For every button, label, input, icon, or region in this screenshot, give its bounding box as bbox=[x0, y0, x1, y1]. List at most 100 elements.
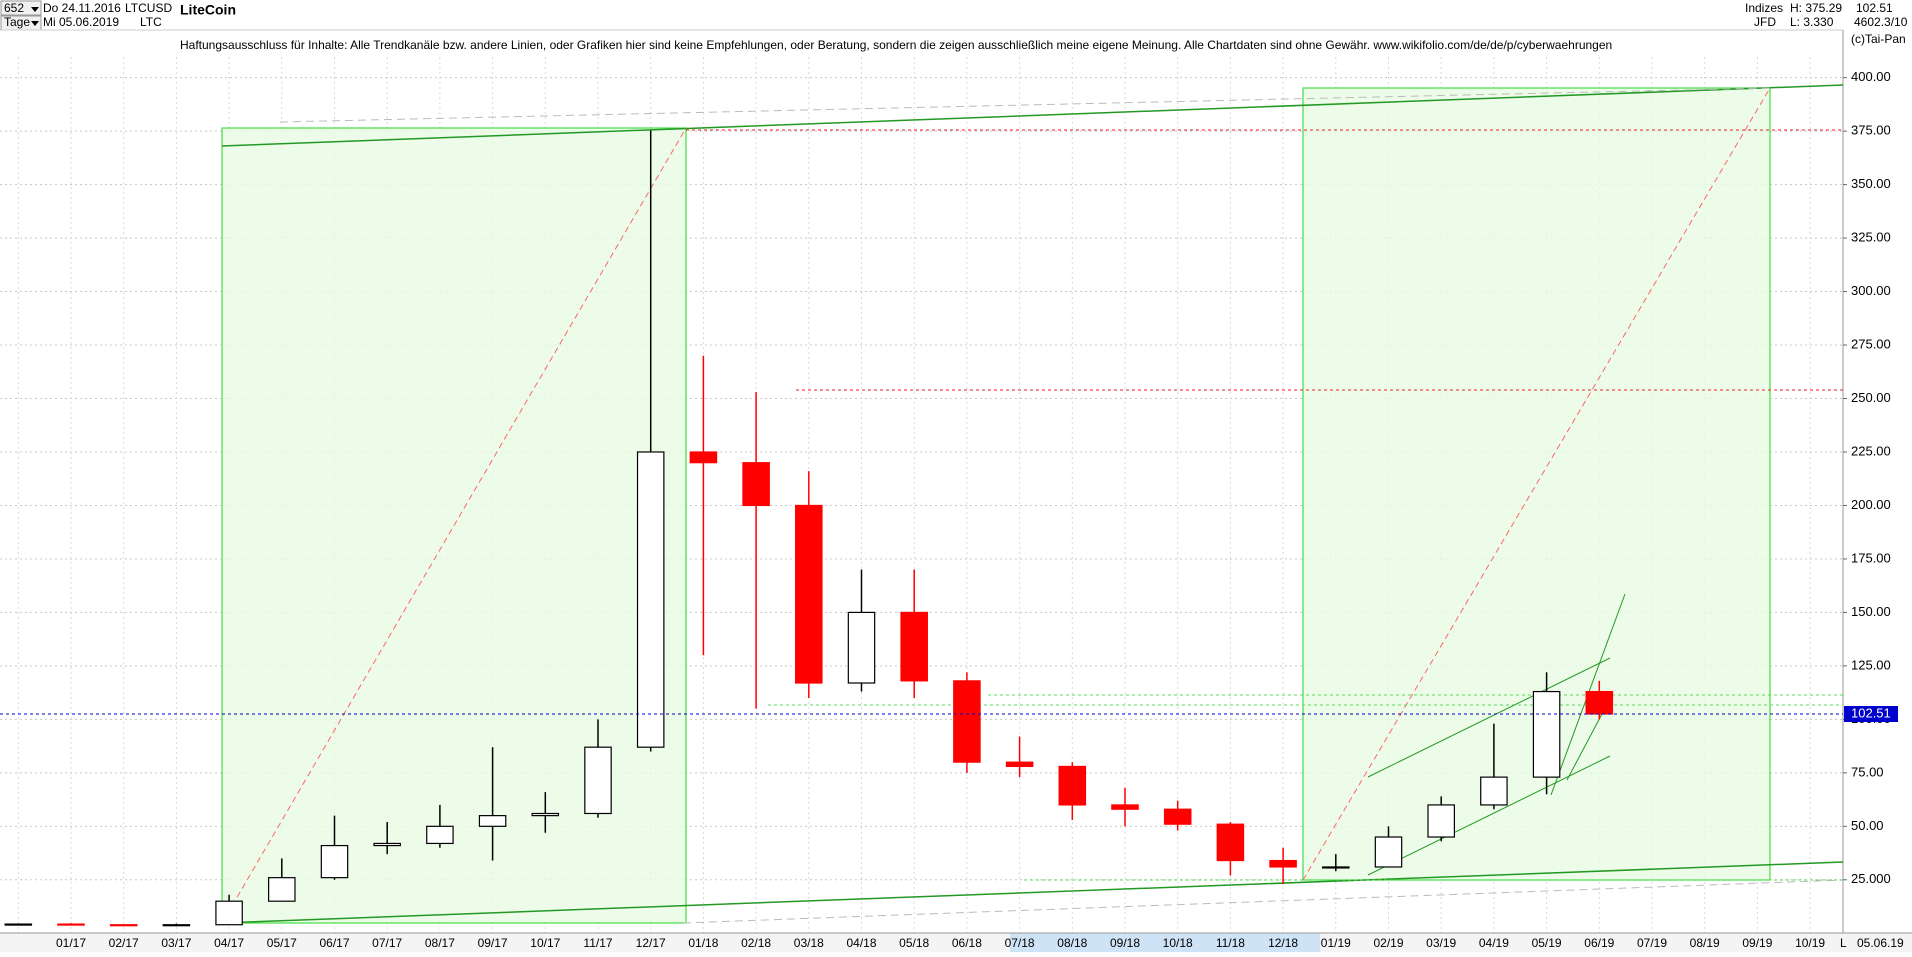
candle-body bbox=[1058, 765, 1087, 806]
x-tick-label: 09/19 bbox=[1742, 936, 1772, 950]
annotations bbox=[221, 84, 1844, 924]
axis-labels: 25.00050.0075.00100.00125.00150.00175.00… bbox=[56, 69, 1898, 950]
x-tick-label: 03/19 bbox=[1426, 936, 1456, 950]
candle-body bbox=[320, 844, 349, 879]
x-tick-label: 12/18 bbox=[1268, 936, 1298, 950]
x-tick-label: 10/19 bbox=[1795, 936, 1825, 950]
x-tick-label: 05/19 bbox=[1532, 936, 1562, 950]
source: JFD bbox=[1754, 15, 1776, 29]
candle-body bbox=[1269, 859, 1297, 868]
candles bbox=[0, 130, 1843, 927]
price-info: 102.51 bbox=[1856, 1, 1893, 15]
x-tick-label: 09/17 bbox=[478, 936, 508, 950]
candle-body bbox=[1374, 836, 1403, 868]
high-info: H: 375.29 bbox=[1790, 1, 1842, 15]
candle-body bbox=[162, 924, 191, 927]
ratio-info: 4602.3/10 bbox=[1854, 15, 1908, 29]
x-tick-label: 03/17 bbox=[161, 936, 191, 950]
y-tick-label: 375.00 bbox=[1851, 123, 1891, 138]
from-date: Do 24.11.2016 bbox=[43, 1, 121, 15]
x-tick-label: 06/17 bbox=[319, 936, 349, 950]
candle-body bbox=[478, 815, 507, 827]
x-axis-highlight bbox=[1010, 933, 1320, 952]
candle-body bbox=[795, 504, 823, 684]
y-tick-label: 150.00 bbox=[1851, 604, 1891, 619]
x-tick-label: 11/18 bbox=[1216, 936, 1245, 950]
x-tick-label: 05/18 bbox=[899, 936, 929, 950]
x-tick-label: 10/17 bbox=[530, 936, 560, 950]
x-tick-label: 11/17 bbox=[583, 936, 612, 950]
y-tick-label: 75.00 bbox=[1851, 764, 1884, 779]
candle-body bbox=[900, 611, 928, 682]
candle-body bbox=[1216, 823, 1245, 862]
x-tick-label: 08/18 bbox=[1057, 936, 1087, 950]
x-tick-label: 08/19 bbox=[1690, 936, 1720, 950]
candle-body bbox=[689, 451, 718, 464]
gray-dashed bbox=[279, 87, 1771, 123]
x-tick-label: 02/18 bbox=[741, 936, 771, 950]
trend-line bbox=[221, 861, 1844, 924]
candle-body bbox=[215, 900, 243, 926]
y-tick-label: 50.00 bbox=[1851, 818, 1884, 833]
disclaimer: Haftungsausschluss für Inhalte: Alle Tre… bbox=[180, 38, 1612, 52]
candle-body bbox=[1322, 866, 1350, 869]
y-tick-label: 250.00 bbox=[1851, 390, 1891, 405]
candle-body bbox=[1427, 804, 1455, 838]
candle-body bbox=[57, 923, 85, 926]
x-tick-label: 08/17 bbox=[425, 936, 455, 950]
x-tick-label: 04/19 bbox=[1479, 936, 1509, 950]
candle-body bbox=[1163, 808, 1192, 825]
x-tick-label: 10/18 bbox=[1163, 936, 1193, 950]
y-tick-label: 175.00 bbox=[1851, 550, 1891, 565]
footer-date: 05.06.19 bbox=[1857, 936, 1904, 950]
y-tick-label: 200.00 bbox=[1851, 497, 1891, 512]
candle-body bbox=[847, 611, 876, 684]
x-axis-bg bbox=[0, 933, 1912, 952]
x-tick-label: 01/19 bbox=[1321, 936, 1351, 950]
x-tick-label: 04/17 bbox=[214, 936, 244, 950]
x-tick-label: 12/17 bbox=[636, 936, 666, 950]
dropdown-arrow bbox=[31, 21, 39, 26]
x-tick-label: 09/18 bbox=[1110, 936, 1140, 950]
y-tick-label: 350.00 bbox=[1851, 176, 1891, 191]
copyright: (c)Tai-Pan bbox=[1851, 32, 1906, 46]
x-tick-label: 07/17 bbox=[372, 936, 402, 950]
candle-body bbox=[742, 462, 770, 507]
header-bg bbox=[0, 0, 1912, 37]
x-tick-label: 02/19 bbox=[1373, 936, 1403, 950]
symbol: LTCUSD bbox=[125, 1, 172, 15]
count-box[interactable] bbox=[0, 0, 42, 16]
y-tick-label: 125.00 bbox=[1851, 657, 1891, 672]
diagonal bbox=[221, 127, 687, 924]
y-tick-label: 225.00 bbox=[1851, 443, 1891, 458]
candle-body bbox=[268, 877, 296, 902]
last-price-label: 102.51 bbox=[1851, 705, 1891, 720]
trend-line bbox=[221, 84, 1844, 147]
x-tick-label: 02/17 bbox=[109, 936, 139, 950]
y-tick-label: 275.00 bbox=[1851, 336, 1891, 351]
count: 652 bbox=[4, 1, 24, 15]
candle-body bbox=[426, 825, 454, 845]
channel-line bbox=[1367, 657, 1611, 778]
footer-scale: L bbox=[1840, 936, 1847, 950]
period: Tage bbox=[4, 15, 30, 29]
x-tick-label: 07/19 bbox=[1637, 936, 1667, 950]
candle-body bbox=[953, 680, 981, 763]
dropdown-arrow bbox=[31, 7, 39, 12]
y-tick-label: 300.00 bbox=[1851, 283, 1891, 298]
diagonal bbox=[1302, 87, 1771, 881]
low-info: L: 3.330 bbox=[1790, 15, 1834, 29]
candle-body bbox=[373, 842, 401, 847]
candle-body bbox=[531, 812, 560, 817]
candle-body bbox=[1532, 690, 1561, 778]
candle-body bbox=[636, 451, 665, 748]
gray-dashed bbox=[682, 879, 1844, 924]
chart-title: LiteCoin bbox=[180, 2, 236, 18]
candle-body bbox=[1111, 804, 1139, 810]
x-tick-label: 05/17 bbox=[267, 936, 297, 950]
candle-body bbox=[1585, 690, 1614, 715]
group: Indizes bbox=[1745, 1, 1783, 15]
x-tick-label: 06/18 bbox=[952, 936, 982, 950]
